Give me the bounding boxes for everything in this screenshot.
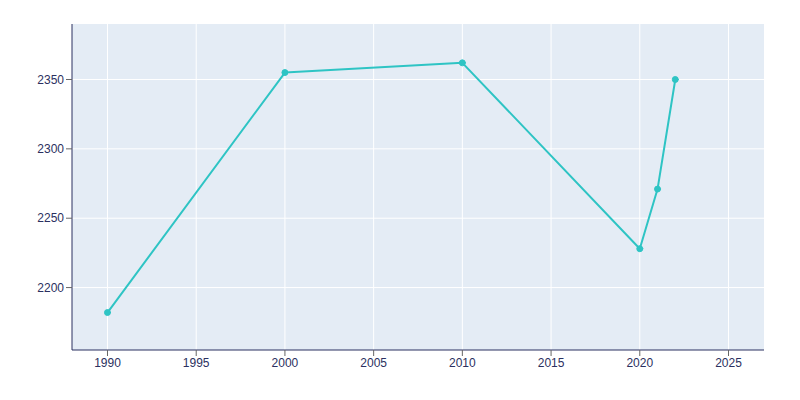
svg-text:2020: 2020: [626, 356, 653, 370]
svg-text:2300: 2300: [37, 142, 64, 156]
svg-text:2005: 2005: [360, 356, 387, 370]
svg-text:2200: 2200: [37, 281, 64, 295]
svg-text:1995: 1995: [183, 356, 210, 370]
svg-text:2000: 2000: [272, 356, 299, 370]
svg-text:2250: 2250: [37, 211, 64, 225]
svg-text:2010: 2010: [449, 356, 476, 370]
svg-text:2015: 2015: [538, 356, 565, 370]
svg-text:1990: 1990: [94, 356, 121, 370]
svg-text:2025: 2025: [715, 356, 742, 370]
svg-text:2350: 2350: [37, 73, 64, 87]
